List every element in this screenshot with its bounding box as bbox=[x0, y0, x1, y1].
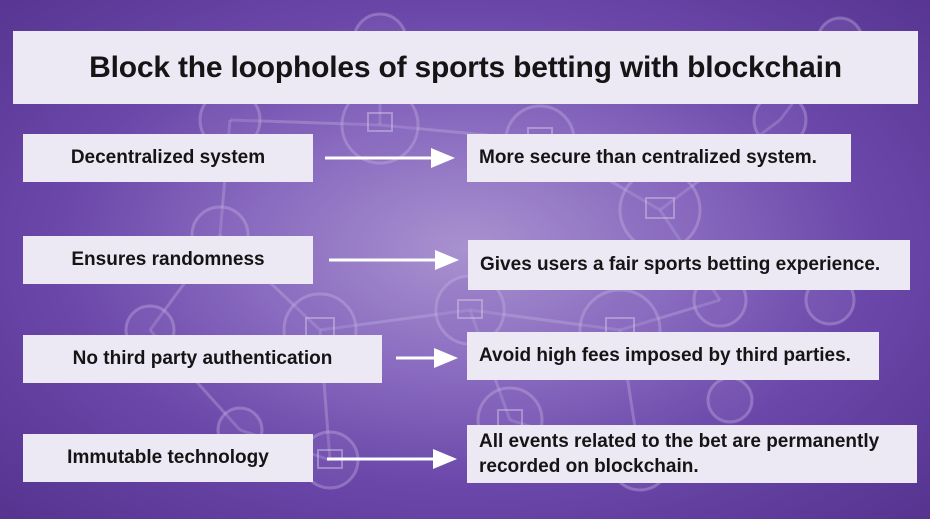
feature-label: Decentralized system bbox=[70, 147, 266, 168]
right-arrow-icon bbox=[396, 348, 458, 368]
feature-box-randomness: Ensures randomness bbox=[23, 236, 313, 284]
right-arrow-icon bbox=[329, 250, 459, 270]
benefit-box-fair: Gives users a fair sports betting experi… bbox=[468, 240, 910, 290]
feature-box-decentralized: Decentralized system bbox=[23, 134, 313, 182]
page-title: Block the loopholes of sports betting wi… bbox=[89, 50, 842, 84]
title-banner: Block the loopholes of sports betting wi… bbox=[13, 31, 918, 104]
benefit-box-fees: Avoid high fees imposed by third parties… bbox=[467, 332, 879, 380]
feature-label: Immutable technology bbox=[67, 447, 269, 468]
right-arrow-icon bbox=[325, 148, 455, 168]
feature-box-immutable: Immutable technology bbox=[23, 434, 313, 482]
feature-box-no-third-party: No third party authentication bbox=[23, 335, 382, 383]
benefit-label: Gives users a fair sports betting experi… bbox=[480, 254, 881, 275]
right-arrow-icon bbox=[327, 449, 457, 469]
benefit-label: All events related to the bet are perman… bbox=[479, 431, 880, 477]
feature-label: No third party authentication bbox=[72, 348, 333, 369]
benefit-box-secure: More secure than centralized system. bbox=[467, 134, 851, 182]
benefit-box-recorded: All events related to the bet are perman… bbox=[467, 425, 917, 483]
benefit-label: More secure than centralized system. bbox=[479, 147, 817, 168]
feature-label: Ensures randomness bbox=[71, 249, 265, 270]
benefit-label: Avoid high fees imposed by third parties… bbox=[479, 345, 851, 366]
